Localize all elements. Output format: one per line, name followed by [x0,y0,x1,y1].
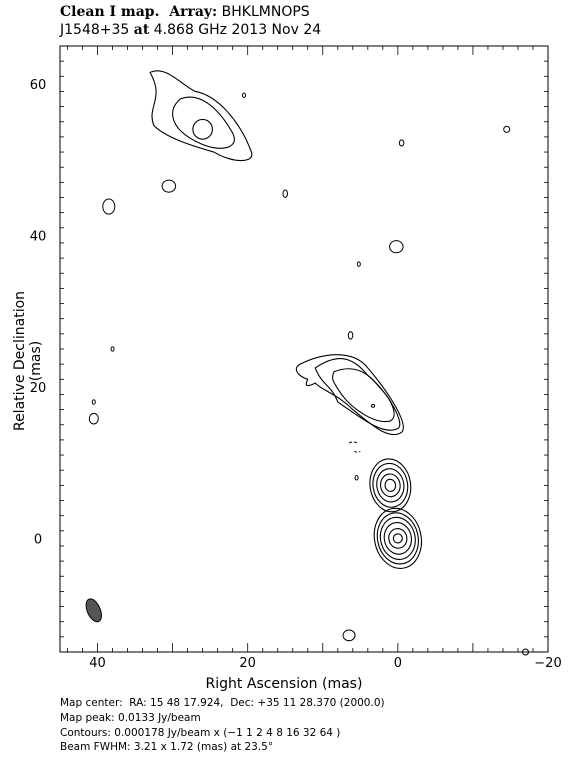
y-tick-label: 20 [30,381,47,396]
noise-contour-5 [282,189,288,198]
y-tick-label: 0 [34,532,42,547]
noise-contour-6 [389,240,404,254]
beam-ellipse [85,598,102,623]
noise-contour-14 [241,92,246,99]
x-tick-label: 40 [89,656,106,671]
jet-contour-2 [379,473,401,498]
x-tick-label: 20 [239,656,256,671]
lobe-contour-1 [149,70,253,162]
negative-contour-2 [354,450,361,453]
noise-contour-9 [88,412,99,425]
map-peak-text: Map peak: 0.0133 Jy/beam [60,712,201,724]
lobe-contour-2 [172,96,235,149]
knot-peak-contour [370,403,376,408]
core-contour-4 [379,516,416,560]
core-contour-2 [388,528,408,549]
noise-contour-1 [102,198,116,215]
jet-contour-1 [384,478,397,492]
noise-contour-2 [161,179,177,193]
noise-contour-13 [342,629,356,642]
knot-contour-3 [295,354,404,436]
y-tick-label: 60 [30,78,47,93]
knot-contour-2 [332,368,395,423]
contours-text: Contours: 0.000178 Jy/beam x (−1 1 2 4 8… [60,727,341,739]
frequency-date: 4.868 GHz 2013 Nov 24 [153,22,322,38]
noise-contour-10 [91,399,96,405]
chart-subtitle: J1548+35 at 4.868 GHz 2013 Nov 24 [60,22,322,38]
map-center-text: Map center: RA: 15 48 17.924, Dec: +35 1… [60,697,385,709]
core-contour-5 [376,512,419,565]
jet-contour-3 [376,468,405,503]
jet-contour-4 [372,462,409,508]
array-name: BHKLMNOPS [221,4,310,20]
noise-contour-15 [521,648,529,656]
noise-contour-3 [503,125,511,133]
noise-contour-8 [347,331,354,340]
noise-contour-11 [110,346,115,352]
negative-contour-1 [348,441,358,444]
x-axis-label: Right Ascension (mas) [205,676,363,692]
core-contour-3 [383,522,413,555]
y-axis-label: Relative Declination (mas) [12,290,44,432]
noise-contour-4 [398,139,405,147]
source-name: J1548+35 [60,22,130,38]
plot-frame [59,45,549,653]
y-tick-label: 40 [30,229,47,244]
jet-contour-5 [369,458,412,513]
noise-contour-12 [354,475,359,481]
core-contour-6 [373,507,423,569]
noise-contour-7 [356,261,361,267]
beam-text: Beam FWHM: 3.21 x 1.72 (mas) at 23.5° [60,741,274,753]
x-tick-label: 0 [394,656,402,671]
knot-contour-1 [314,358,401,431]
chart-title: Clean I map. Array: BHKLMNOPS [60,4,310,20]
lobe-peak-contour [192,118,213,140]
x-tick-label: −20 [534,656,561,671]
core-contour-1 [392,533,403,544]
